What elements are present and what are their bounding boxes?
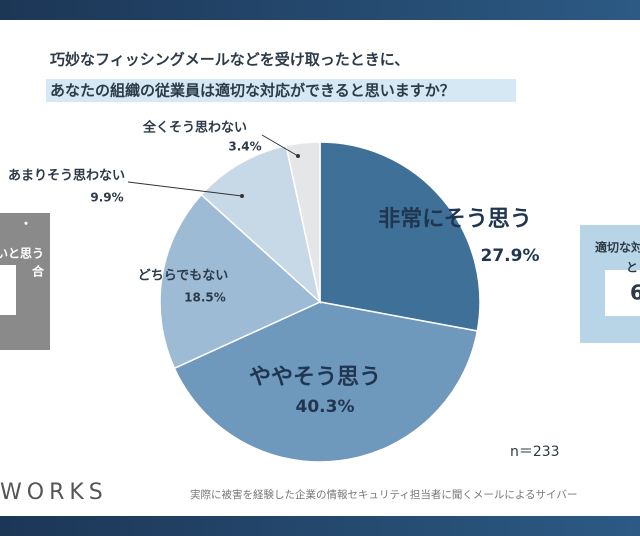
footer: 実際に被害を経験した企業の情報セキュリティ担当者に聞くメールによるサイバー [190, 488, 577, 501]
value-label: 40.3% [296, 397, 355, 417]
value-label: 3.4% [228, 140, 261, 154]
logo: WORKS [0, 480, 108, 505]
pie-slice [319, 141, 481, 332]
leader-dot [240, 194, 244, 198]
right-box-inner [605, 270, 640, 316]
sample-size: n＝233 [510, 444, 560, 460]
leader-line [127, 181, 243, 197]
pie-slice [173, 301, 479, 463]
category-label: どちらでもない [138, 269, 229, 284]
category-label: 全くそう思わない [142, 120, 247, 136]
pie-slice [159, 193, 322, 370]
right-box-text: 適切な対 [595, 240, 640, 255]
left-box-text: ・ [20, 217, 32, 231]
leader-line [261, 134, 299, 157]
right-box-text: 6 [630, 281, 640, 305]
category-label: あまりそう思わない [8, 169, 125, 184]
bottom-bar [0, 516, 640, 536]
value-label: 9.9% [90, 191, 123, 205]
value-label: 27.9% [481, 246, 540, 266]
pie: 非常にそう思う 27.9% ややそう思う 40.3% どちらでもない 18.5% あまりそう… [8, 120, 540, 463]
title-highlight [46, 79, 516, 102]
pie-slice [200, 144, 322, 305]
right-box-text: と [626, 261, 638, 275]
pie-slice [285, 141, 321, 303]
left-box-text: いと思う [0, 247, 44, 261]
category-label: ややそう思う [249, 365, 381, 390]
left-box-text: 合 [32, 264, 45, 279]
title-line: 巧妙なフィッシングメールなどを受け取ったときに、 [50, 51, 409, 69]
top-bar [0, 0, 640, 20]
category-label: 非常にそう思う [378, 206, 532, 232]
value-label: 18.5% [184, 291, 226, 305]
title-line: あなたの組織の従業員は適切な対応ができると思いますか？ [50, 82, 455, 100]
left-box-inner [0, 265, 16, 315]
leader-dot [296, 154, 300, 158]
